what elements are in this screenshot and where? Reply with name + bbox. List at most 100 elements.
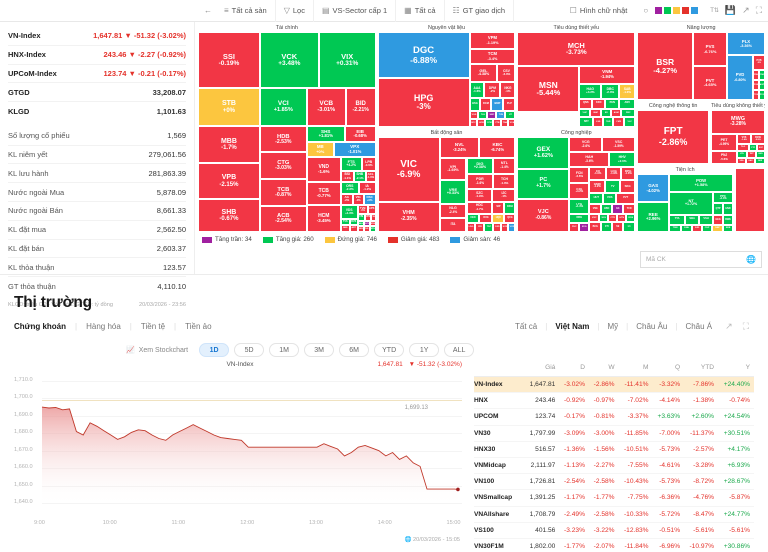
treemap-cell[interactable]: ASM xyxy=(611,108,622,117)
toolbar-sector[interactable]: ▤ VS-Sector cấp 1 xyxy=(314,0,397,22)
treemap-cell[interactable]: APG xyxy=(369,226,376,232)
treemap-cell[interactable]: HQC xyxy=(492,213,505,223)
treemap-cell[interactable]: SVC xyxy=(757,144,765,152)
treemap-cell[interactable]: KDC xyxy=(592,98,606,109)
treemap-cell[interactable]: CSV -3.0% xyxy=(497,63,516,83)
treemap-cell[interactable]: HTN xyxy=(617,213,627,222)
treemap-cell[interactable]: HAX xyxy=(746,157,755,164)
treemap-cell[interactable]: EVS xyxy=(363,221,370,227)
treemap-cell[interactable]: SEB xyxy=(723,225,734,232)
text-size-icon[interactable]: T⇅ xyxy=(710,8,719,14)
treemap-cell[interactable]: TVN xyxy=(496,110,506,120)
treemap-cell[interactable]: PVB -2% xyxy=(753,54,765,70)
treemap-cell[interactable]: VCA xyxy=(508,119,516,127)
table-row[interactable]: VN-Index 1,647.81 -3.02% -2.86% -11.41% -3.32… xyxy=(474,376,754,394)
treemap-cell[interactable]: PVT xyxy=(616,192,636,205)
treemap-cell[interactable]: HOM xyxy=(477,119,486,127)
treemap-cell[interactable]: SKG xyxy=(620,179,636,193)
treemap-cell[interactable]: PC +1.7% xyxy=(517,168,570,199)
treemap-cell[interactable]: VDS +1.3% xyxy=(340,205,358,219)
toolbar-rect-mode[interactable]: ☐ Hình chữ nhật xyxy=(562,0,636,22)
treemap-cell[interactable]: VLC xyxy=(624,116,636,127)
treemap-cell[interactable]: VCK +3.48% xyxy=(259,32,319,89)
treemap-cell[interactable]: PET -4.99% xyxy=(711,133,738,152)
treemap-cell[interactable]: LDG xyxy=(466,222,476,232)
treemap-cell[interactable]: MBB -1.7% xyxy=(198,126,260,163)
treemap-cell[interactable]: VPM -1.19% xyxy=(469,32,516,49)
treemap-cell[interactable]: SIP xyxy=(492,201,505,214)
treemap-cell[interactable]: NTL -1.4% xyxy=(493,157,516,175)
toolbar-all[interactable]: ▦ Tất cả xyxy=(396,0,445,22)
treemap-cell[interactable]: HBC xyxy=(601,204,613,214)
treemap-cell[interactable]: DGW -2.8% xyxy=(751,133,765,145)
treemap-cell[interactable]: IJC -1% xyxy=(492,188,516,202)
treemap-cell[interactable]: CCM xyxy=(485,119,494,127)
treemap-cell[interactable]: SJG xyxy=(599,213,609,222)
treemap-cell[interactable]: TMT xyxy=(747,151,756,158)
treemap-cell[interactable]: AAS xyxy=(357,221,364,227)
toolbar-trade-value[interactable]: ☷ GT giao dịch xyxy=(445,0,515,22)
treemap-cell[interactable]: SZC -1.9% xyxy=(466,188,493,202)
share-icon[interactable]: ↗ xyxy=(742,5,750,15)
treemap-cell[interactable]: HUT xyxy=(589,192,604,205)
table-row[interactable]: VN30 1,797.99 -3.09% -3.00% -11.85% -7.00% -11… xyxy=(474,425,754,442)
treemap-cell[interactable]: GEX +1.62% xyxy=(517,137,570,169)
index-row[interactable]: HNX-Index 243.46 ▼ -2.27 (-0.92%) xyxy=(8,46,186,65)
range-pills[interactable]: 1D 5D 1M 3M 6M YTD 1Y ALL xyxy=(199,343,475,357)
treemap-cell[interactable]: CHP xyxy=(702,225,713,232)
treemap-cell[interactable]: KBC -6.74% xyxy=(479,137,516,158)
treemap-cell[interactable]: NLG -2.4% xyxy=(439,203,467,219)
table-column-header[interactable]: M xyxy=(618,361,653,377)
index-row[interactable]: KLGD 1,101.63 xyxy=(8,102,186,120)
table-row[interactable]: HNX 243.46 -0.92% -0.97% -7.02% -4.14% -1.38% -… xyxy=(474,392,754,410)
treemap-cell[interactable]: FCN -2.6% xyxy=(569,166,590,184)
table-row[interactable]: VNSmallcap 1,391.25 -1.17% -1.77% -7.75% -6.3… xyxy=(474,489,754,507)
treemap-cell[interactable]: GEG xyxy=(713,214,724,226)
treemap-cell[interactable]: PLP xyxy=(503,97,516,111)
treemap-cell[interactable]: DPG -1.0% xyxy=(621,166,636,180)
treemap-cell[interactable]: ART xyxy=(349,225,358,232)
market-regions[interactable]: Tất cả | Việt Nam | Mỹ | Châu Âu | Châu Á ↗ ⛶ xyxy=(507,321,754,332)
treemap-cell[interactable]: HSG xyxy=(469,97,481,111)
treemap-cell[interactable] xyxy=(735,168,765,232)
treemap-cell[interactable]: PNJ -5.6% xyxy=(711,151,738,164)
treemap-cell[interactable]: SMC xyxy=(487,110,497,120)
treemap-cell[interactable]: REE +2.96% xyxy=(637,202,670,232)
treemap-cell[interactable]: C4G +4.2% xyxy=(569,183,590,199)
treemap-cell[interactable]: HHV +2.0% xyxy=(609,152,636,167)
treemap-cell[interactable]: VGC xyxy=(589,213,600,222)
treemap-cell[interactable]: FMC xyxy=(621,108,636,117)
treemap-cell[interactable]: IA -1.2% xyxy=(358,182,376,194)
treemap-cell[interactable]: HDC -1.7% xyxy=(466,201,493,214)
treemap-cell[interactable]: LPB -0.6% xyxy=(361,157,376,171)
table-column-header[interactable]: Giá xyxy=(524,361,560,377)
range-1y[interactable]: 1Y xyxy=(409,343,440,357)
treemap-cell[interactable]: MWG -3.28% xyxy=(711,110,765,134)
treemap-cell[interactable]: WSS xyxy=(369,221,376,227)
treemap-cell[interactable]: PPC +1.0% xyxy=(713,191,734,204)
treemap-cell[interactable]: FIR xyxy=(475,222,485,232)
treemap-cell[interactable]: POW +1.58% xyxy=(669,174,734,192)
treemap-cell[interactable]: TVS xyxy=(340,218,350,226)
treemap-cell[interactable]: DBC -2.3% xyxy=(601,83,620,99)
treemap-cell[interactable]: HND xyxy=(723,203,734,215)
treemap-cell[interactable]: GMD -1.2% xyxy=(589,179,606,193)
market-tab-hàng-hóa[interactable]: Hàng hóa xyxy=(86,322,121,331)
range-5d[interactable]: 5D xyxy=(234,343,265,357)
treemap-cell[interactable]: VPX -1.01% xyxy=(333,141,376,158)
treemap-cell[interactable]: CNG xyxy=(758,69,765,80)
treemap-cell[interactable]: SBS xyxy=(340,225,350,232)
treemap-cell[interactable]: BMP xyxy=(491,97,504,111)
treemap-cell[interactable]: ASP xyxy=(758,79,765,90)
table-row[interactable]: HNX30 516.57 -1.36% -1.56% -10.51% -5.73% -2.5… xyxy=(474,441,754,458)
treemap-cell[interactable]: PCG xyxy=(758,89,765,100)
treemap-cell[interactable]: L1 xyxy=(623,221,636,232)
treemap-cell[interactable]: VPB -2.15% xyxy=(198,162,260,200)
range-1d[interactable]: 1D xyxy=(199,343,230,357)
table-column-header[interactable]: Y xyxy=(718,361,754,377)
range-6m[interactable]: 6M xyxy=(339,343,370,357)
treemap-cell[interactable]: VHC xyxy=(579,108,591,117)
treemap-cell[interactable]: VCG -2.6% xyxy=(569,137,603,153)
treemap-cell[interactable]: QNS xyxy=(579,98,593,109)
treemap-cell[interactable]: VOS xyxy=(603,192,617,205)
